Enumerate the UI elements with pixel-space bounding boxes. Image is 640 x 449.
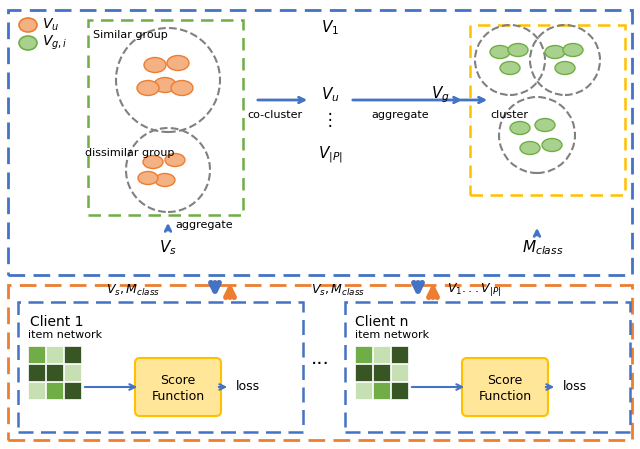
FancyBboxPatch shape [391, 364, 408, 381]
Text: Similar group: Similar group [93, 30, 168, 40]
FancyBboxPatch shape [28, 364, 45, 381]
FancyBboxPatch shape [46, 364, 63, 381]
Text: $M_{class}$: $M_{class}$ [522, 239, 564, 257]
Ellipse shape [545, 45, 565, 58]
Text: aggregate: aggregate [175, 220, 232, 230]
Ellipse shape [510, 122, 530, 135]
Ellipse shape [19, 18, 37, 32]
Text: $V_s, M_{class}$: $V_s, M_{class}$ [311, 282, 365, 298]
FancyBboxPatch shape [64, 364, 81, 381]
FancyBboxPatch shape [64, 382, 81, 399]
Ellipse shape [144, 57, 166, 72]
Ellipse shape [542, 138, 562, 151]
FancyBboxPatch shape [28, 346, 45, 363]
FancyBboxPatch shape [373, 382, 390, 399]
Ellipse shape [154, 78, 176, 92]
Ellipse shape [143, 155, 163, 168]
Ellipse shape [19, 36, 37, 50]
FancyBboxPatch shape [46, 346, 63, 363]
Ellipse shape [167, 56, 189, 70]
Text: item network: item network [28, 330, 102, 340]
Text: $V_1 ... V_{|P|}$: $V_1 ... V_{|P|}$ [447, 282, 501, 299]
Ellipse shape [520, 141, 540, 154]
Text: $V_s, M_{class}$: $V_s, M_{class}$ [106, 282, 160, 298]
FancyBboxPatch shape [135, 358, 221, 416]
Text: cluster: cluster [490, 110, 528, 120]
Text: $V_s$: $V_s$ [159, 239, 177, 257]
Ellipse shape [490, 45, 510, 58]
Ellipse shape [165, 154, 185, 167]
Text: $V_{g,i}$: $V_{g,i}$ [42, 34, 67, 52]
FancyBboxPatch shape [355, 382, 372, 399]
FancyBboxPatch shape [64, 346, 81, 363]
Ellipse shape [171, 80, 193, 96]
Text: aggregate: aggregate [371, 110, 429, 120]
FancyBboxPatch shape [391, 346, 408, 363]
FancyBboxPatch shape [355, 364, 372, 381]
Text: $V_{|P|}$: $V_{|P|}$ [317, 145, 342, 165]
Ellipse shape [563, 44, 583, 57]
Ellipse shape [508, 44, 528, 57]
Text: loss: loss [563, 380, 587, 393]
FancyBboxPatch shape [462, 358, 548, 416]
Text: Client n: Client n [355, 315, 408, 329]
Text: Score: Score [488, 374, 523, 387]
Text: item network: item network [355, 330, 429, 340]
FancyBboxPatch shape [391, 382, 408, 399]
Ellipse shape [535, 119, 555, 132]
Text: $V_1$: $V_1$ [321, 19, 339, 37]
Text: Function: Function [152, 391, 205, 404]
Text: Score: Score [161, 374, 196, 387]
Ellipse shape [155, 173, 175, 186]
Text: loss: loss [236, 380, 260, 393]
Ellipse shape [500, 62, 520, 75]
FancyBboxPatch shape [46, 382, 63, 399]
Text: $V_u$: $V_u$ [42, 17, 60, 33]
Text: dissimilar group: dissimilar group [85, 148, 175, 158]
Text: ···: ··· [310, 356, 330, 374]
FancyBboxPatch shape [28, 382, 45, 399]
Ellipse shape [137, 80, 159, 96]
FancyBboxPatch shape [355, 346, 372, 363]
Text: ⋮: ⋮ [322, 111, 339, 129]
FancyBboxPatch shape [373, 346, 390, 363]
Text: $V_u$: $V_u$ [321, 86, 339, 104]
Text: co-cluster: co-cluster [248, 110, 303, 120]
Ellipse shape [138, 172, 158, 185]
Text: Function: Function [479, 391, 532, 404]
Text: $V_g$: $V_g$ [431, 85, 449, 106]
Text: Client 1: Client 1 [30, 315, 83, 329]
Ellipse shape [555, 62, 575, 75]
FancyBboxPatch shape [373, 364, 390, 381]
